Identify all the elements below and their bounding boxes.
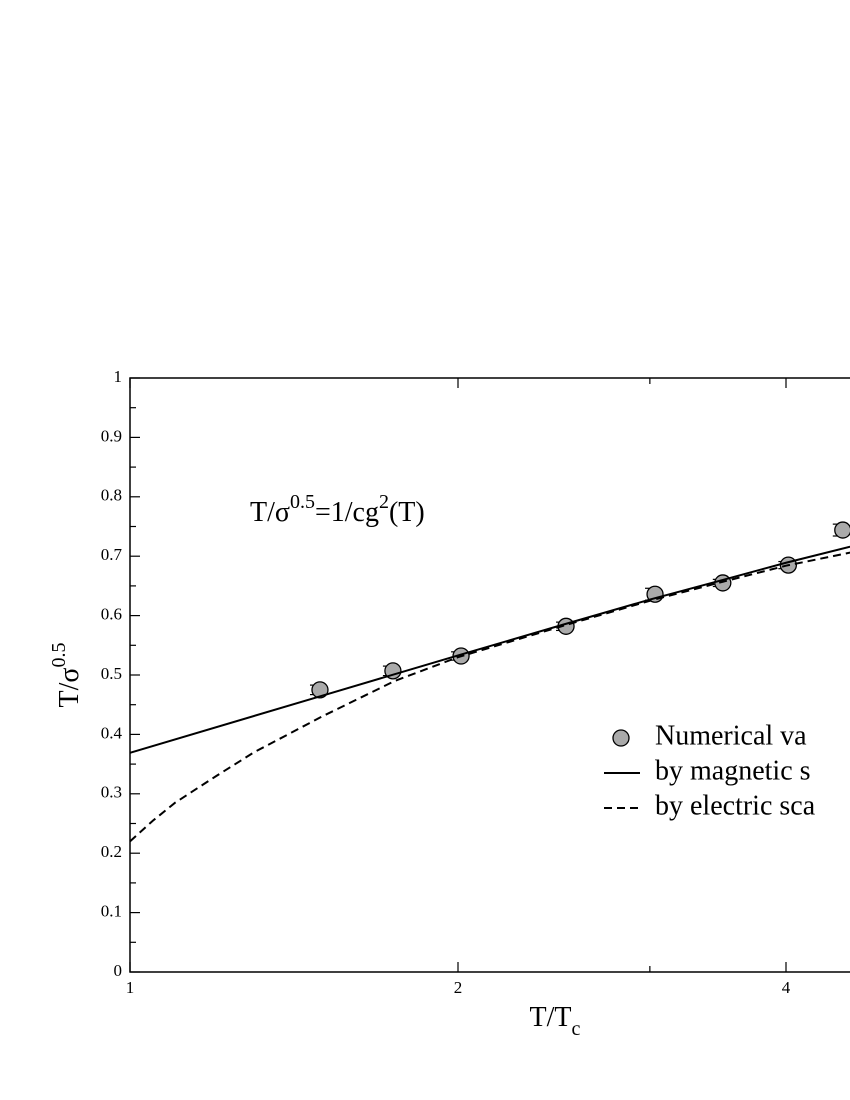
series-line <box>129 551 850 843</box>
x-axis-label: T/Tc <box>530 1002 581 1039</box>
legend-label: Numerical va <box>655 720 807 751</box>
y-tick-label: 0.3 <box>101 783 122 802</box>
y-label-base: T/σ <box>54 668 85 708</box>
y-tick-label: 0.4 <box>101 723 123 742</box>
y-tick-label: 0.8 <box>101 486 122 505</box>
x-label-sub: c <box>572 1018 581 1040</box>
y-tick-label: 0.6 <box>101 605 122 624</box>
y-axis-label: T/σ0.5 <box>48 643 86 708</box>
legend-marker <box>612 729 630 747</box>
x-tick-label: 1 <box>126 978 135 997</box>
data-point <box>834 521 850 539</box>
annotation-part: =1/cg <box>315 497 379 528</box>
y-tick-label: 0.2 <box>101 842 122 861</box>
data-point <box>714 574 732 592</box>
x-tick-label: 2 <box>454 978 463 997</box>
y-tick-label: 0.5 <box>101 664 122 683</box>
annotation-part: (T) <box>389 497 425 528</box>
y-tick-label: 0 <box>114 961 123 980</box>
annotation-part: 0.5 <box>290 491 315 513</box>
legend-label: by electric sca <box>655 790 816 821</box>
series-line <box>129 545 850 754</box>
legend-label: by magnetic s <box>655 755 811 786</box>
annotation: T/σ0.5=1/cg2(T) <box>250 491 425 529</box>
annotation-part: 2 <box>379 491 389 513</box>
y-tick-label: 1 <box>114 367 123 386</box>
y-tick-label: 0.7 <box>101 545 123 564</box>
data-point <box>384 662 402 680</box>
data-point <box>311 681 329 699</box>
plot-frame <box>129 377 850 973</box>
x-label-base: T/T <box>530 1002 572 1033</box>
x-tick-label: 4 <box>782 978 791 997</box>
y-tick-label: 0.9 <box>101 426 122 445</box>
annotation-part: T/σ <box>250 497 290 528</box>
y-label-sup: 0.5 <box>48 643 70 668</box>
y-tick-label: 0.1 <box>101 902 122 921</box>
